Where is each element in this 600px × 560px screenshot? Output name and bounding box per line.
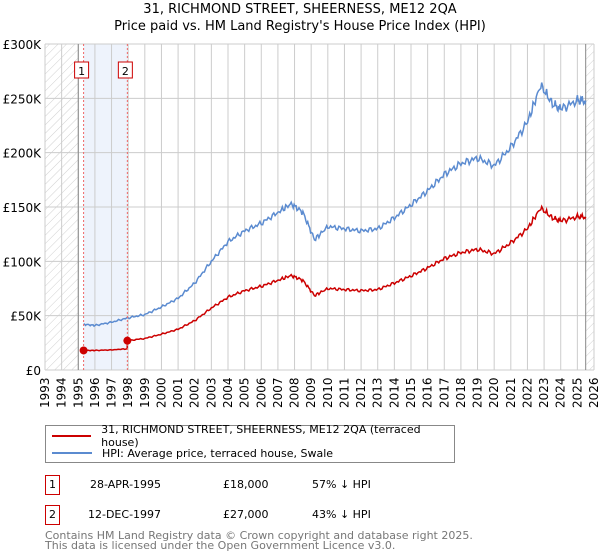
footer-licence: This data is licensed under the Open Gov… xyxy=(45,539,396,552)
x-tick-label: 2021 xyxy=(504,377,518,408)
y-tick-label: £0 xyxy=(26,364,41,378)
x-tick-label: 2008 xyxy=(288,377,302,408)
y-tick-label: £150K xyxy=(3,201,43,215)
sale-row: 2 12-DEC-1997 £27,000 43% ↓ HPI xyxy=(45,505,485,525)
sale-date: 12-DEC-1997 xyxy=(88,508,162,521)
x-tick-label: 2012 xyxy=(354,377,368,408)
sale-label-box xyxy=(74,61,90,79)
footer: Contains HM Land Registry data © Crown c… xyxy=(45,529,473,552)
x-tick-label: 1999 xyxy=(138,377,152,408)
sale-price: £18,000 xyxy=(223,478,269,491)
x-tick-label: 2005 xyxy=(238,377,252,408)
x-tick-label: 2013 xyxy=(371,377,385,408)
x-tick-label: 2010 xyxy=(321,377,335,408)
legend-item-hpi: HPI: Average price, terraced house, Swal… xyxy=(46,445,333,461)
y-tick-label: £200K xyxy=(3,147,43,161)
sale-row: 1 28-APR-1995 £18,000 57% ↓ HPI xyxy=(45,475,485,495)
legend-label: 31, RICHMOND STREET, SHEERNESS, ME12 2QA… xyxy=(101,423,421,449)
sale-hpi-diff: 57% ↓ HPI xyxy=(312,478,371,491)
x-tick-label: 2004 xyxy=(221,377,235,408)
x-tick-label: 2019 xyxy=(471,377,485,408)
y-tick-label: £250K xyxy=(3,92,43,106)
x-tick-label: 2017 xyxy=(437,377,451,408)
sale-hpi-diff: 43% ↓ HPI xyxy=(312,508,371,521)
x-tick-label: 2020 xyxy=(487,377,501,408)
sale-label: 2 xyxy=(122,65,129,78)
x-tick-label: 1995 xyxy=(71,377,85,408)
y-tick-label: £300K xyxy=(3,38,43,52)
sale-badge: 1 xyxy=(45,475,60,495)
sale-point xyxy=(123,336,132,345)
x-tick-label: 2001 xyxy=(171,377,185,408)
chart-title: 31, RICHMOND STREET, SHEERNESS, ME12 2QA xyxy=(143,2,457,17)
legend-item-property: 31, RICHMOND STREET, SHEERNESS, ME12 2QA… xyxy=(46,423,454,449)
x-tick-label: 2016 xyxy=(421,377,435,408)
x-tick-label: 2007 xyxy=(271,377,285,408)
y-tick-label: £50K xyxy=(10,310,42,324)
x-tick-label: 1998 xyxy=(121,377,135,408)
x-tick-label: 2002 xyxy=(188,377,202,408)
x-tick-label: 2023 xyxy=(537,377,551,408)
x-tick-label: 2009 xyxy=(304,377,318,408)
sale-date: 28-APR-1995 xyxy=(90,478,162,491)
x-tick-label: 1996 xyxy=(88,377,102,408)
sale-point xyxy=(79,346,88,355)
sale-price: £27,000 xyxy=(223,508,269,521)
sale-badge: 2 xyxy=(45,505,60,525)
x-tick-label: 2000 xyxy=(154,377,168,408)
chart-subtitle: Price paid vs. HM Land Registry's House … xyxy=(114,19,486,34)
x-tick-label: 2015 xyxy=(404,377,418,408)
legend-label: HPI: Average price, terraced house, Swal… xyxy=(102,446,334,460)
x-tick-label: 2022 xyxy=(520,377,534,408)
x-tick-label: 2006 xyxy=(254,377,268,408)
sale-label: 1 xyxy=(78,65,85,78)
y-tick-label: £100K xyxy=(3,255,43,269)
legend-swatch xyxy=(52,435,92,437)
legend-swatch xyxy=(52,452,92,454)
x-tick-label: 2024 xyxy=(554,377,568,408)
x-tick-label: 2014 xyxy=(387,377,401,408)
series-line xyxy=(83,82,587,328)
sale-label-box xyxy=(117,61,133,79)
x-tick-label: 1994 xyxy=(55,377,69,408)
footer-copyright: Contains HM Land Registry data © Crown c… xyxy=(45,529,473,542)
x-tick-label: 1993 xyxy=(38,377,52,408)
x-tick-label: 2018 xyxy=(454,377,468,408)
x-tick-label: 1997 xyxy=(105,377,119,408)
x-tick-label: 2003 xyxy=(204,377,218,408)
x-tick-label: 2025 xyxy=(570,377,584,408)
series-line xyxy=(83,204,587,352)
x-tick-label: 2011 xyxy=(337,377,351,408)
x-tick-label: 2026 xyxy=(587,377,600,408)
chart-legend: 31, RICHMOND STREET, SHEERNESS, ME12 2QA… xyxy=(45,423,455,463)
